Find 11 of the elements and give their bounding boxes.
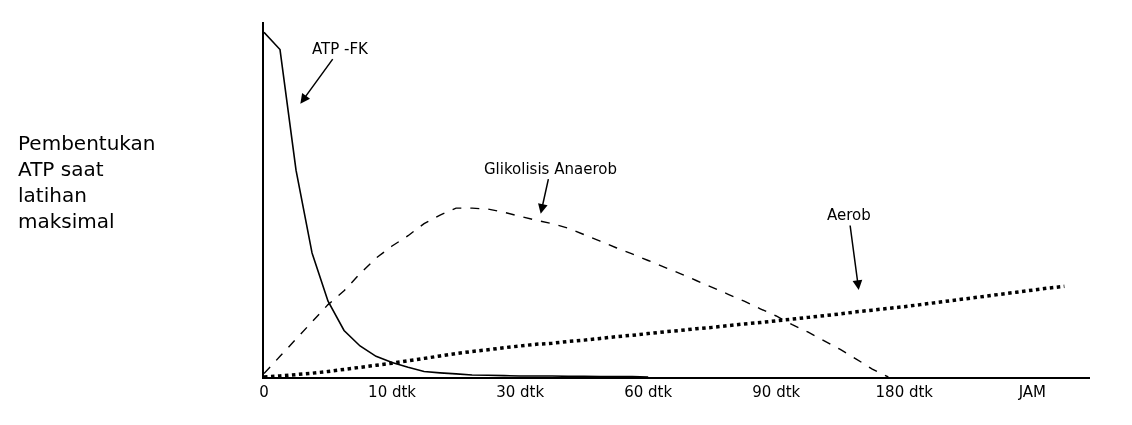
x-tick-label: 180 dtk [875,383,934,401]
text: Pembentukan ATP saat latihan maksimal [18,131,156,233]
x-tick-label: 30 dtk [496,383,545,401]
x-tick-label: 90 dtk [752,383,801,401]
annotation: Aerob [827,206,871,224]
x-tick-label: JAM [1017,383,1047,401]
annotation: Glikolisis Anaerob [484,160,617,178]
annotation: ATP -FK [312,40,370,58]
x-tick-label: 0 [259,383,269,401]
x-tick-label: 60 dtk [624,383,673,401]
x-tick-label: 10 dtk [368,383,417,401]
